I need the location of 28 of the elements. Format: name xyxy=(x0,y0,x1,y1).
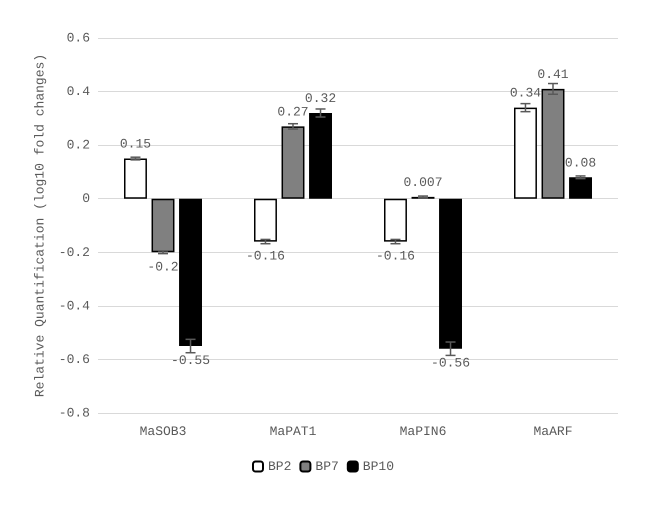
data-label: -0.16 xyxy=(376,248,415,264)
y-tick-label: 0.2 xyxy=(66,138,90,153)
data-label: 0.34 xyxy=(510,86,542,101)
y-tick-label: 0 xyxy=(82,191,90,206)
y-tick-label: 0.6 xyxy=(66,30,90,46)
y-tick-label: -0.8 xyxy=(58,406,90,420)
y-tick-label: 0.4 xyxy=(66,84,90,100)
x-tick-label: MaPAT1 xyxy=(270,424,317,439)
data-label: 0.32 xyxy=(304,91,336,106)
x-tick-label: MaARF xyxy=(533,424,573,439)
data-label: 0.007 xyxy=(403,174,443,190)
legend-label: BP10 xyxy=(362,459,394,474)
data-label: 0.15 xyxy=(120,136,152,152)
y-tick-label: -0.6 xyxy=(58,352,90,367)
y-tick-label: -0.4 xyxy=(58,298,90,314)
legend-label: BP7 xyxy=(315,459,339,474)
data-label: -0.56 xyxy=(431,356,470,371)
y-axis-title: Relative Quantification (log10 fold changes) xyxy=(32,54,48,398)
data-label: 0.27 xyxy=(277,104,309,120)
legend-label: BP2 xyxy=(268,459,292,474)
data-label: 0.41 xyxy=(537,66,569,82)
data-label: -0.16 xyxy=(246,248,285,264)
data-label: -0.55 xyxy=(171,353,210,368)
data-label: 0.08 xyxy=(564,155,596,170)
y-tick-label: -0.2 xyxy=(58,244,90,260)
x-tick-label: MaSOB3 xyxy=(140,424,186,439)
data-label: -0.2 xyxy=(147,259,179,274)
x-tick-label: MaPIN6 xyxy=(400,424,446,439)
